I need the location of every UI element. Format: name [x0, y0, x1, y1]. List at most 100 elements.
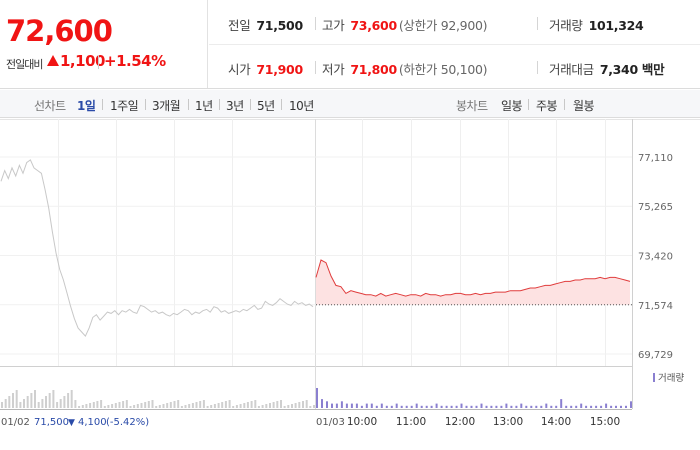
candle-weekly-button[interactable]: 주봉	[536, 99, 558, 113]
line-chart-title: 선차트	[34, 99, 66, 113]
volume-bar	[169, 402, 172, 408]
volume-bar	[34, 390, 36, 408]
divider	[281, 99, 282, 110]
divider	[98, 55, 99, 69]
period-5y-button[interactable]: 5년	[257, 99, 275, 113]
lower-limit: (하한가 50,100)	[398, 62, 488, 77]
volume-bar	[302, 401, 304, 408]
volume-bar	[180, 406, 183, 408]
stat-open: 시가 71,900	[228, 59, 303, 78]
period-1y-button[interactable]: 1년	[195, 99, 213, 113]
candle-monthly-button[interactable]: 월봉	[573, 99, 595, 113]
volume-bar	[400, 405, 403, 408]
divider	[315, 17, 316, 30]
volume-bar	[480, 403, 483, 408]
volume-bar	[133, 405, 136, 408]
volume-bar	[122, 401, 125, 408]
volume-bar	[257, 406, 260, 408]
volume-bar	[243, 403, 246, 408]
x-tick-label: 11:00	[396, 416, 426, 428]
volume-bar	[455, 405, 458, 408]
volume-bar	[89, 403, 92, 408]
volume-bar	[575, 405, 578, 408]
stat-label: 거래량	[549, 18, 583, 33]
volume-bar	[23, 399, 25, 408]
stat-value: 73,600	[350, 18, 397, 33]
volume-bar	[272, 402, 275, 408]
volume-bar	[63, 396, 66, 408]
volume-bar	[550, 405, 553, 408]
volume-bar	[370, 403, 373, 408]
volume-bar	[151, 400, 154, 408]
today-area-fill	[316, 260, 630, 305]
change-percent: +1.54%	[104, 52, 166, 70]
price-panel: 72,600 전일대비 1,100 +1.54%	[0, 0, 208, 88]
volume-bar	[445, 405, 448, 408]
volume-bar	[630, 401, 632, 408]
volume-bar	[375, 405, 378, 408]
volume-bar	[107, 405, 110, 408]
stat-label: 고가	[322, 18, 345, 33]
volume-bar	[495, 405, 498, 408]
stat-prev-close: 전일 71,500	[228, 15, 303, 34]
volume-bar	[321, 399, 323, 408]
volume-bar	[30, 393, 33, 408]
current-price: 72,600	[6, 14, 113, 48]
volume-bar	[202, 400, 205, 408]
volume-bar	[515, 405, 518, 408]
volume-bar	[232, 406, 235, 408]
volume-bar	[625, 405, 627, 408]
volume-bar	[158, 405, 161, 408]
period-1d-button[interactable]: 1일	[77, 99, 96, 113]
divider	[102, 99, 103, 110]
candle-daily-button[interactable]: 일봉	[501, 99, 523, 113]
prev-day-price-line	[0, 159, 314, 337]
volume-bar	[610, 405, 613, 408]
volume-bar	[580, 403, 583, 408]
volume-bar	[313, 405, 315, 408]
volume-bar	[74, 400, 77, 408]
volume-bar	[287, 405, 290, 408]
volume-bar	[415, 403, 418, 408]
volume-bar	[440, 405, 443, 408]
volume-bar	[555, 405, 558, 408]
period-3y-button[interactable]: 3년	[226, 99, 244, 113]
period-10y-button[interactable]: 10년	[289, 99, 314, 113]
volume-bar	[380, 403, 383, 408]
volume-bar	[585, 405, 588, 408]
volume-bar	[360, 405, 363, 408]
volume-bar	[56, 402, 59, 408]
y-tick-label: 77,110	[638, 153, 673, 164]
stat-high: 고가 73,600 (상한가 92,900)	[322, 15, 488, 34]
divider	[528, 99, 529, 110]
volume-bar	[298, 402, 301, 408]
stat-value: 71,800	[350, 62, 397, 77]
chart-grid	[0, 119, 700, 410]
volume-bar	[615, 405, 617, 408]
volume-bar	[565, 405, 568, 408]
stat-label: 시가	[228, 62, 251, 77]
volume-bar	[309, 406, 312, 408]
volume-bar	[460, 403, 463, 408]
volume-bar	[590, 405, 593, 408]
period-1w-button[interactable]: 1주일	[110, 99, 139, 113]
volume-bar	[144, 402, 147, 408]
y-axis: 77,110 75,265 73,420 71,574 69,729	[638, 153, 673, 361]
volume-bar	[45, 396, 47, 408]
period-3m-button[interactable]: 3개월	[152, 99, 181, 113]
volume-bar	[173, 401, 176, 408]
volume-bar	[111, 404, 114, 408]
price-chart[interactable]: 77,110 75,265 73,420 71,574 69,729 01/02 71,…	[0, 119, 700, 450]
volume-bar	[269, 403, 271, 408]
divider	[537, 61, 538, 74]
x-tick-label: 14:00	[541, 416, 571, 428]
divider	[250, 99, 251, 110]
divider	[537, 17, 538, 30]
legend-swatch	[653, 373, 655, 382]
volume-bar	[345, 403, 348, 408]
volume-bar	[316, 388, 318, 408]
volume-bar	[410, 405, 413, 408]
y-tick-label: 69,729	[638, 350, 673, 361]
volume-bar	[405, 405, 408, 408]
volume-bar	[206, 406, 209, 408]
